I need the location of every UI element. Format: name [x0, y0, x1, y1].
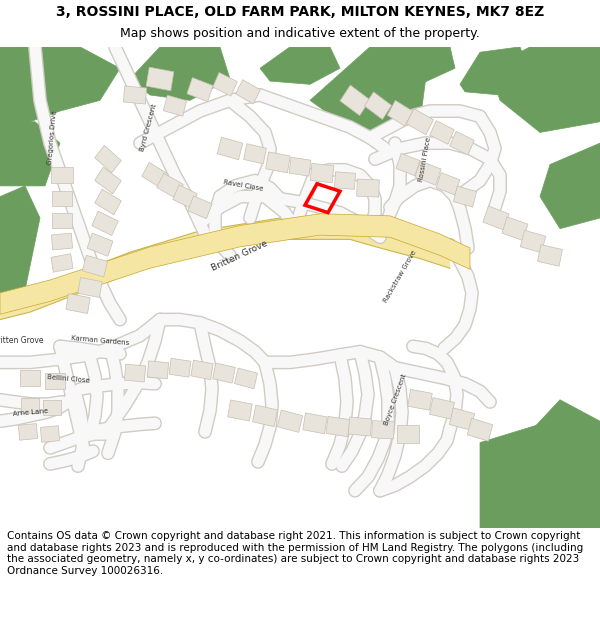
Text: Rackstraw Grove: Rackstraw Grove	[383, 250, 418, 304]
Text: Ravel Close: Ravel Close	[223, 179, 263, 192]
Bar	[235, 368, 257, 389]
Bar	[349, 417, 371, 436]
Bar	[310, 163, 334, 182]
Polygon shape	[0, 47, 70, 89]
Bar	[87, 233, 113, 256]
Polygon shape	[0, 214, 470, 314]
Bar	[45, 372, 65, 389]
Polygon shape	[0, 218, 450, 319]
Bar	[95, 168, 121, 194]
Bar	[397, 426, 419, 442]
Bar	[191, 360, 213, 379]
Bar	[40, 426, 59, 442]
Bar	[244, 144, 266, 164]
Text: Gregorios Drive: Gregorios Drive	[47, 111, 58, 165]
Text: Karman Gardens: Karman Gardens	[71, 336, 129, 346]
Bar	[483, 206, 509, 230]
Bar	[212, 363, 235, 383]
Bar	[430, 121, 454, 144]
Bar	[335, 172, 355, 189]
Bar	[82, 256, 107, 277]
Bar	[388, 101, 413, 126]
Bar	[450, 131, 474, 155]
Bar	[124, 364, 146, 382]
Text: Boyce Crescent: Boyce Crescent	[383, 373, 407, 426]
Bar	[157, 173, 183, 199]
Bar	[415, 161, 441, 185]
Polygon shape	[0, 186, 40, 314]
Bar	[449, 408, 475, 430]
Bar	[253, 405, 277, 427]
Text: Arne Lane: Arne Lane	[12, 408, 48, 417]
Bar	[187, 78, 213, 102]
Bar	[142, 162, 168, 188]
Bar	[277, 410, 302, 432]
Bar	[51, 167, 73, 183]
Bar	[148, 361, 169, 379]
Bar	[19, 424, 38, 440]
Bar	[163, 95, 187, 116]
Bar	[173, 185, 197, 208]
Bar	[21, 398, 39, 412]
Polygon shape	[130, 47, 230, 101]
Bar	[52, 213, 72, 228]
Bar	[78, 278, 102, 298]
Polygon shape	[0, 47, 120, 132]
Text: Byrd Crescent: Byrd Crescent	[139, 102, 157, 151]
Bar	[213, 72, 237, 96]
Bar	[95, 146, 121, 173]
Bar	[430, 398, 454, 419]
Polygon shape	[540, 143, 600, 229]
Bar	[228, 400, 252, 421]
Text: Contains OS data © Crown copyright and database right 2021. This information is : Contains OS data © Crown copyright and d…	[7, 531, 583, 576]
Bar	[364, 92, 392, 119]
Polygon shape	[490, 47, 600, 132]
Bar	[92, 211, 118, 236]
Bar	[407, 109, 433, 135]
Bar	[538, 244, 562, 266]
Bar	[408, 389, 432, 410]
Bar	[436, 173, 460, 195]
Bar	[502, 217, 528, 241]
Bar	[357, 179, 379, 197]
Text: 3, ROSSINI PLACE, OLD FARM PARK, MILTON KEYNES, MK7 8EZ: 3, ROSSINI PLACE, OLD FARM PARK, MILTON …	[56, 5, 544, 19]
Bar	[217, 137, 242, 160]
Text: Rossini Place: Rossini Place	[418, 136, 432, 182]
Polygon shape	[380, 47, 455, 84]
Bar	[169, 358, 191, 377]
Bar	[146, 67, 174, 91]
Text: Bellini Close: Bellini Close	[47, 374, 89, 383]
Bar	[66, 294, 90, 314]
Polygon shape	[480, 421, 600, 528]
Bar	[43, 400, 61, 415]
Bar	[396, 153, 420, 176]
Bar	[51, 254, 73, 272]
Polygon shape	[0, 122, 60, 186]
Bar	[52, 191, 72, 206]
Polygon shape	[310, 47, 430, 132]
Bar	[454, 186, 476, 207]
Text: Britten Grove: Britten Grove	[211, 239, 269, 272]
Bar	[289, 158, 311, 176]
Bar	[467, 418, 493, 441]
Bar	[52, 233, 73, 250]
Bar	[95, 189, 121, 215]
Polygon shape	[520, 400, 600, 453]
Bar	[124, 86, 146, 104]
Bar	[371, 421, 394, 439]
Bar	[266, 152, 290, 173]
Polygon shape	[460, 47, 530, 95]
Bar	[326, 416, 350, 437]
Bar	[303, 413, 327, 434]
Bar	[236, 80, 260, 104]
Text: Map shows position and indicative extent of the property.: Map shows position and indicative extent…	[120, 28, 480, 40]
Polygon shape	[260, 47, 340, 84]
Bar	[520, 230, 545, 253]
Text: Britten Grove: Britten Grove	[0, 336, 44, 346]
Bar	[20, 371, 40, 386]
Bar	[340, 85, 370, 116]
Bar	[188, 196, 212, 219]
